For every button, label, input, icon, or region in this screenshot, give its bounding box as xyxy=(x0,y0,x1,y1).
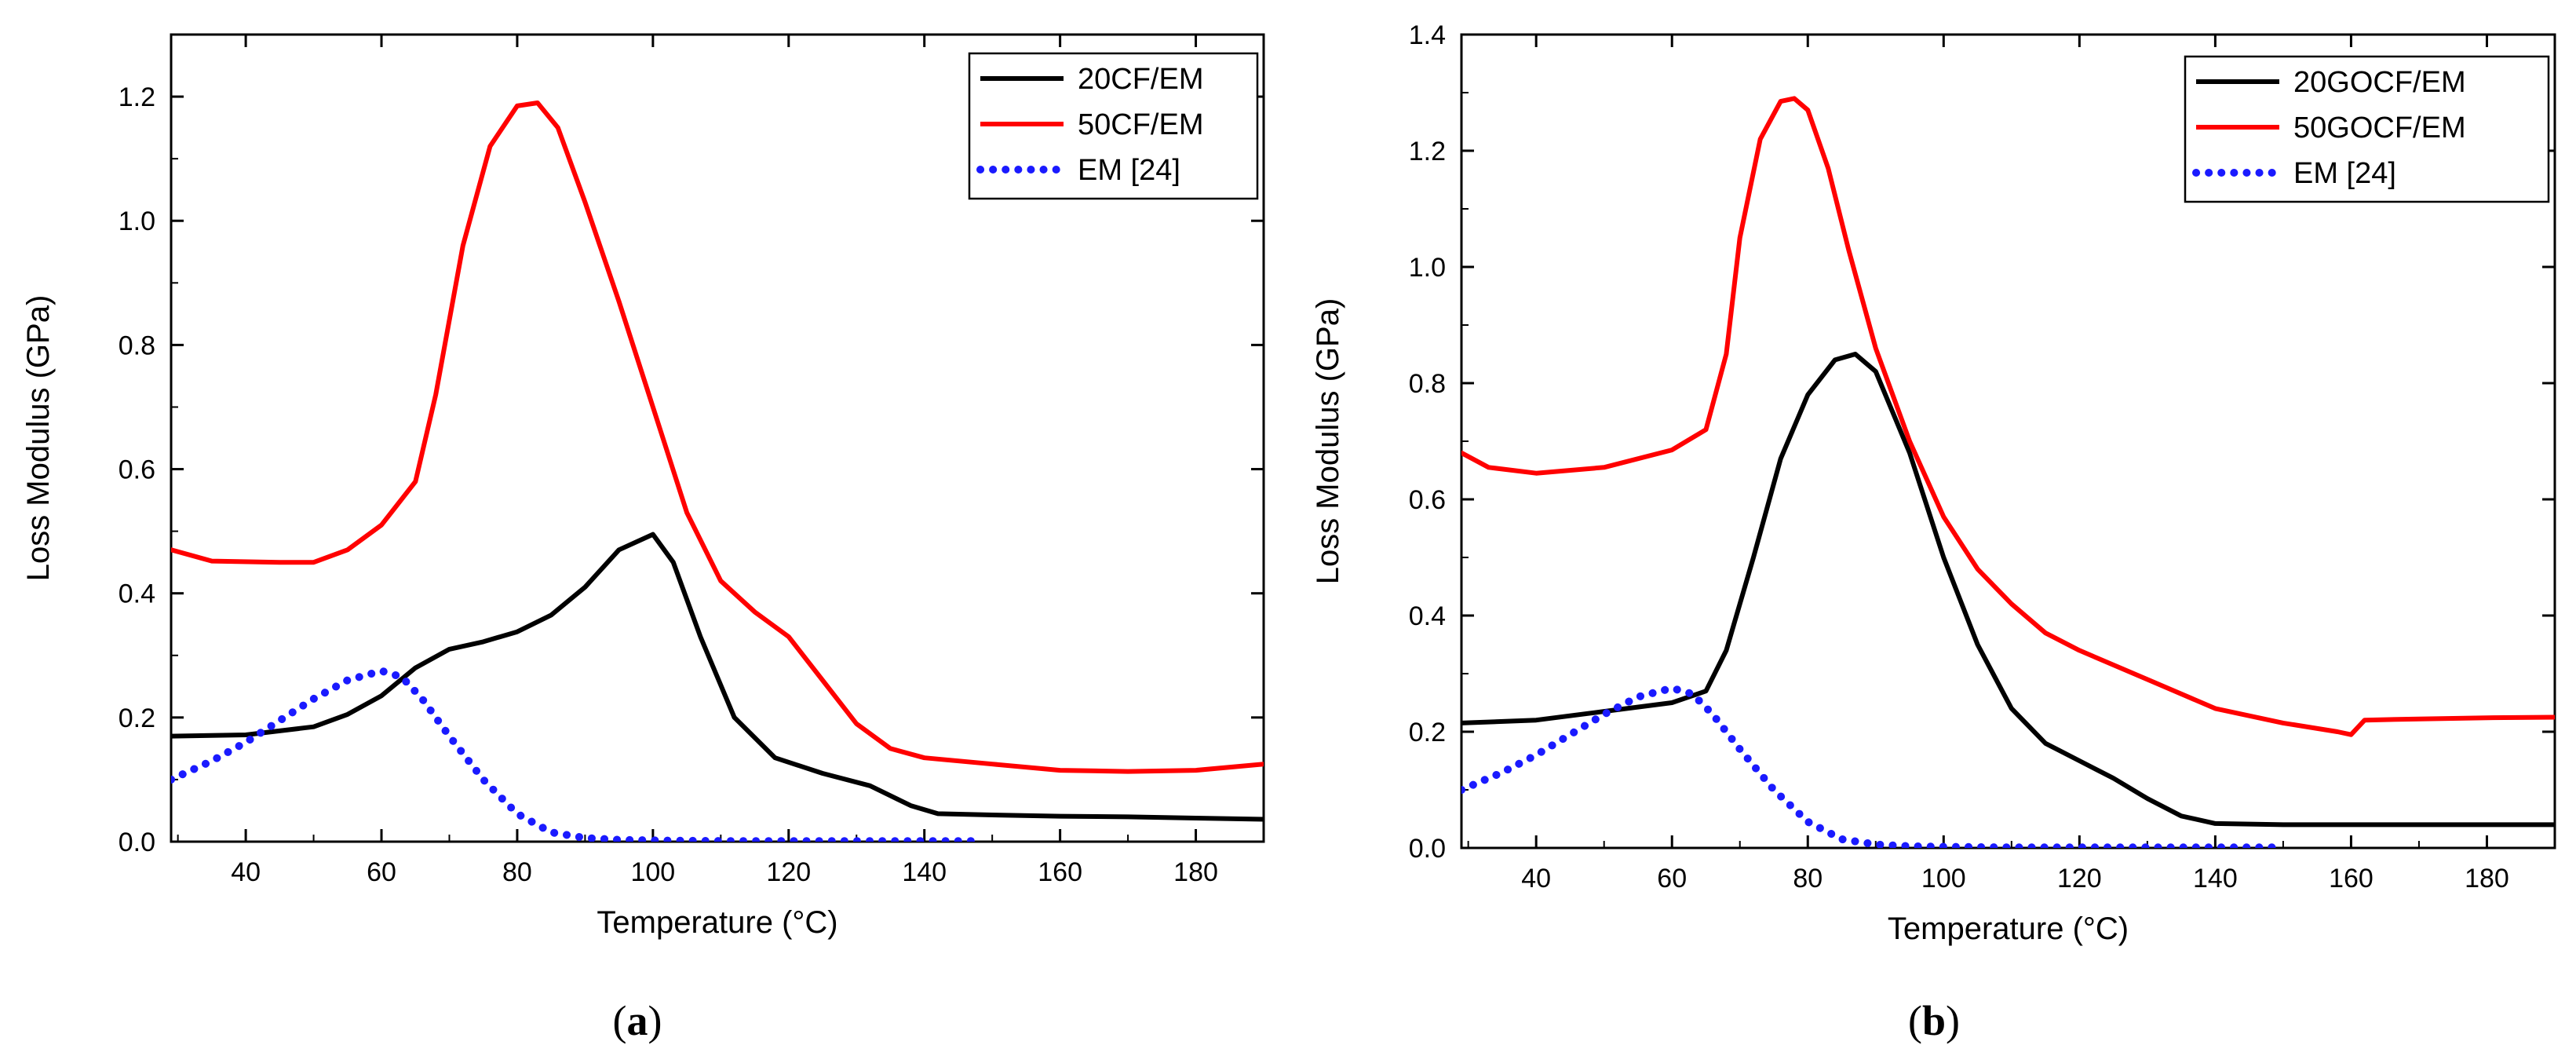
y-tick-label: 0.0 xyxy=(119,828,155,857)
x-tick-label: 180 xyxy=(2465,864,2509,893)
y-tick-label: 0.8 xyxy=(119,331,155,360)
y-axis-title: Loss Modulus (GPa) xyxy=(1311,298,1345,585)
legend: 20GOCF/EM 50GOCF/EM EM [24] xyxy=(2184,55,2550,203)
chart-b: 40 60 80 100 120 140 160 180 0.0 0.2 0.4 0.6 0.8 1.0 1… xyxy=(1311,20,2556,1044)
chart-a: 40 60 80 100 120 140 160 180 0.0 0.2 0.4 0.6 0.8 1.0 1… xyxy=(21,33,1265,1044)
legend-label: EM [24] xyxy=(1078,154,1180,187)
x-tick-label: 80 xyxy=(502,857,532,887)
y-tick-label: 0.6 xyxy=(119,455,155,485)
y-tick-label: 1.4 xyxy=(1409,20,1446,50)
caption-letter: a xyxy=(627,997,648,1044)
x-tick-label: 40 xyxy=(1521,864,1551,893)
legend: 20CF/EM 50CF/EM EM [24] xyxy=(968,52,1259,200)
y-tick-label: 0.0 xyxy=(1409,834,1446,864)
x-tick-label: 60 xyxy=(1657,864,1687,893)
legend-label: 50GOCF/EM xyxy=(2293,111,2466,144)
x-tick-label: 140 xyxy=(902,857,947,887)
x-tick-label: 100 xyxy=(630,857,675,887)
series-line-20gocf-em xyxy=(1461,352,2555,828)
y-tick-label: 0.8 xyxy=(1409,369,1446,399)
x-tick-label: 120 xyxy=(2057,864,2102,893)
caption-close: ) xyxy=(1946,997,1960,1044)
series-line-em-24 xyxy=(1461,684,2287,848)
panel-caption: (a) xyxy=(613,997,662,1044)
y-tick-label: 1.0 xyxy=(119,206,155,236)
x-tick-label: 160 xyxy=(1038,857,1082,887)
legend-label: 20CF/EM xyxy=(1078,63,1203,96)
x-tick-label: 40 xyxy=(231,857,261,887)
y-tick-label: 1.2 xyxy=(119,82,155,112)
caption-close: ) xyxy=(648,997,662,1044)
legend-label: 20GOCF/EM xyxy=(2293,66,2466,99)
series-line-50gocf-em xyxy=(1461,96,2555,737)
y-tick-label: 0.4 xyxy=(1409,601,1446,631)
caption-open: ( xyxy=(613,997,627,1044)
x-tick-label: 140 xyxy=(2193,864,2238,893)
series-line-50cf-em xyxy=(171,100,1264,774)
x-tick-label: 180 xyxy=(1173,857,1218,887)
y-axis-title: Loss Modulus (GPa) xyxy=(21,295,56,582)
caption-letter: b xyxy=(1922,997,1946,1044)
y-tick-label: 1.2 xyxy=(1409,137,1446,166)
x-axis-title: Temperature (°C) xyxy=(597,905,837,940)
series-line-em-24 xyxy=(171,667,983,842)
legend-label: 50CF/EM xyxy=(1078,108,1203,141)
x-tick-label: 80 xyxy=(1793,864,1823,893)
y-tick-label: 0.2 xyxy=(119,703,155,733)
caption-open: ( xyxy=(1908,997,1922,1044)
y-tick-label: 0.6 xyxy=(1409,485,1446,515)
y-tick-label: 0.2 xyxy=(1409,718,1446,747)
legend-label: EM [24] xyxy=(2293,157,2396,190)
x-tick-label: 120 xyxy=(766,857,811,887)
series-line-20cf-em xyxy=(171,532,1264,822)
y-tick-label: 1.0 xyxy=(1409,253,1446,283)
panel-caption: (b) xyxy=(1908,997,1960,1044)
x-axis-title: Temperature (°C) xyxy=(1888,912,2129,946)
x-tick-label: 60 xyxy=(367,857,396,887)
x-tick-label: 160 xyxy=(2329,864,2373,893)
y-tick-label: 0.4 xyxy=(119,579,155,609)
x-tick-label: 100 xyxy=(1921,864,1966,893)
